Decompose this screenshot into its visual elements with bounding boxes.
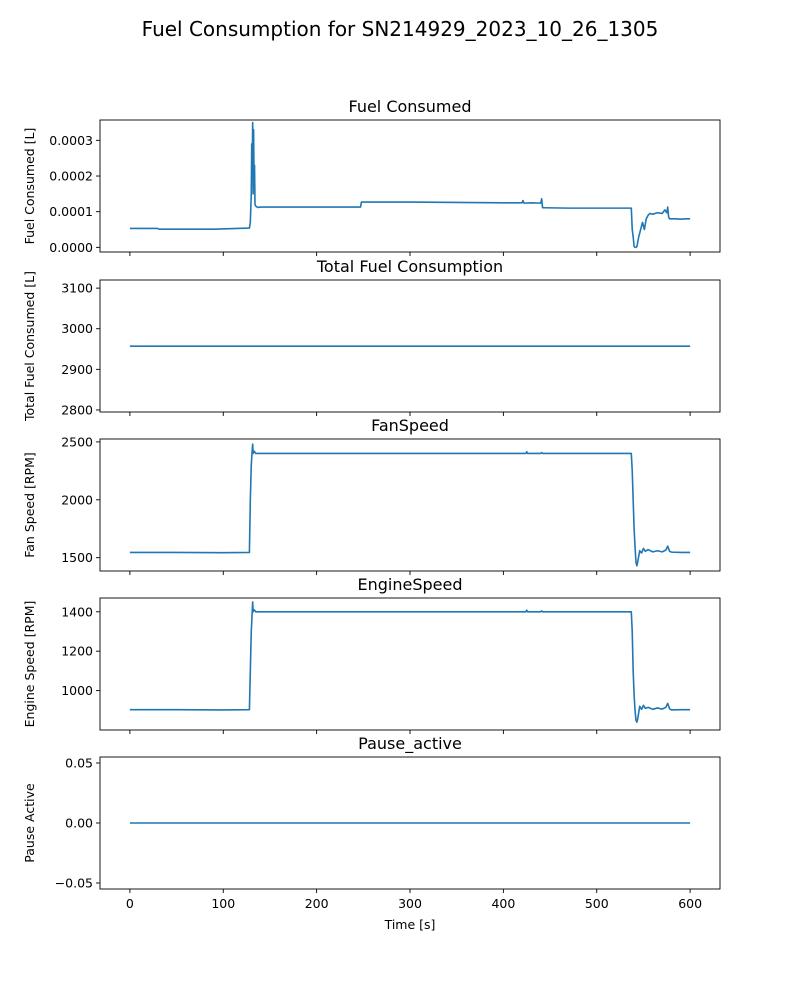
- axes-frame: [99, 119, 721, 253]
- x-tick-label: 0: [126, 896, 134, 911]
- y-tick-label: 1000: [61, 683, 93, 698]
- series-line: [129, 601, 691, 723]
- y-tick-label: 0.0000: [49, 240, 93, 255]
- subplot-title: Pause_active: [358, 734, 462, 754]
- x-tick-label: 300: [398, 896, 422, 911]
- series-line: [129, 443, 691, 567]
- y-axis-label: Pause Active: [22, 783, 37, 863]
- y-tick-label: 0.00: [65, 816, 93, 831]
- subplot-1: Fuel Consumed 0.0000 0.0001 0.0002 0.0003 Fue…: [22, 97, 721, 256]
- y-tick-label: 0.0001: [49, 204, 93, 219]
- y-axis-label: Fan Speed [RPM]: [22, 452, 37, 558]
- y-tick-label: 3100: [61, 281, 93, 296]
- y-tick-label: 2000: [61, 492, 93, 507]
- series-line: [129, 121, 691, 249]
- y-axis-label: Engine Speed [RPM]: [22, 601, 37, 728]
- axes-frame: [99, 438, 721, 572]
- x-axis-label: Time [s]: [384, 917, 436, 932]
- x-tick-label: 500: [585, 896, 609, 911]
- y-tick-label: 0.0002: [49, 169, 93, 184]
- y-tick-label: 0.0003: [49, 133, 93, 148]
- subplot-title: Total Fuel Consumption: [316, 257, 503, 276]
- y-tick-label: −0.05: [55, 876, 93, 891]
- y-axis-label: Total Fuel Consumed [L]: [22, 271, 37, 422]
- y-tick-label: 3000: [61, 321, 93, 336]
- figure-title: Fuel Consumption for SN214929_2023_10_26…: [142, 17, 659, 41]
- subplot-title: FanSpeed: [371, 416, 449, 435]
- y-tick-label: 1400: [61, 604, 93, 619]
- x-tick-label: 600: [678, 896, 702, 911]
- y-tick-label: 2800: [61, 402, 93, 417]
- y-tick-label: 1200: [61, 644, 93, 659]
- subplot-2: Total Fuel Consumption 2800 2900 3000 3100 To…: [22, 257, 721, 422]
- x-tick-label: 100: [211, 896, 235, 911]
- x-tick-label: 400: [491, 896, 515, 911]
- subplot-3: FanSpeed 1500 2000 2500 Fan Speed [RPM]: [22, 416, 721, 575]
- y-axis-label: Fuel Consumed [L]: [22, 128, 37, 245]
- y-tick-label: 2500: [61, 434, 93, 449]
- y-tick-label: 0.05: [65, 756, 93, 771]
- subplot-5: Pause_active −0.05 0.00 0.05 0 100 200 300 400 50…: [22, 734, 721, 911]
- subplot-stack: Fuel Consumed 0.0000 0.0001 0.0002 0.0003 Fue…: [22, 97, 721, 911]
- subplot-4: EngineSpeed 1000 1200 1400 Engine Speed [RPM…: [22, 575, 721, 734]
- subplot-title: EngineSpeed: [358, 575, 463, 594]
- subplot-title: Fuel Consumed: [348, 97, 471, 116]
- y-tick-label: 2900: [61, 362, 93, 377]
- x-tick-label: 200: [305, 896, 329, 911]
- y-tick-label: 1500: [61, 550, 93, 565]
